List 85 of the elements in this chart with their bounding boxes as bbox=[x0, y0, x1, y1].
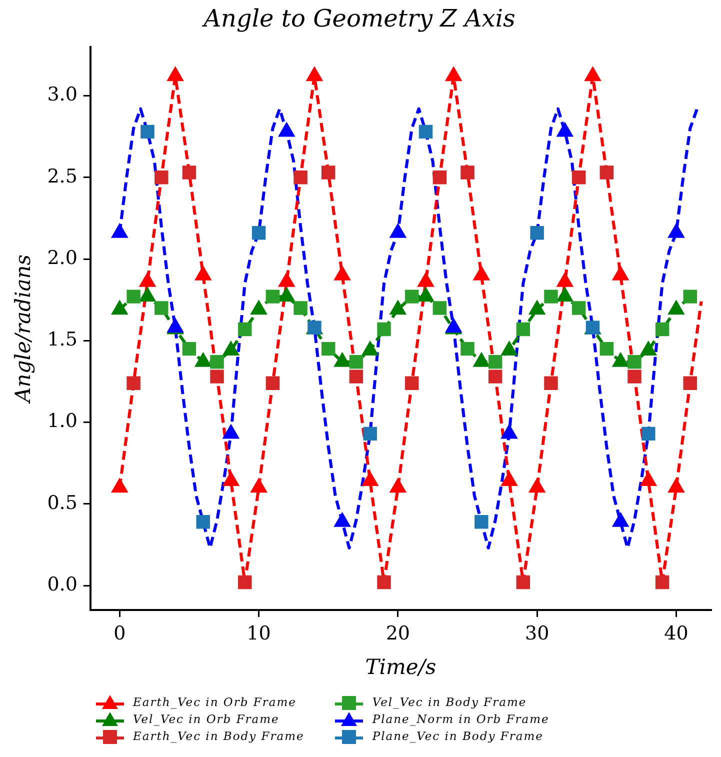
point bbox=[238, 322, 252, 336]
point bbox=[628, 355, 642, 369]
point bbox=[266, 290, 280, 304]
point bbox=[194, 266, 212, 280]
point bbox=[404, 376, 419, 390]
legend-label: Plane_Norm in Orb Frame bbox=[372, 712, 550, 726]
point bbox=[488, 355, 502, 369]
point bbox=[683, 290, 697, 304]
point bbox=[250, 300, 268, 315]
point bbox=[154, 301, 168, 315]
point bbox=[474, 514, 488, 529]
point bbox=[334, 266, 351, 280]
point bbox=[294, 301, 308, 315]
point bbox=[572, 301, 586, 315]
point bbox=[126, 290, 140, 304]
y-axis-title: Angle/radians bbox=[11, 254, 36, 404]
point bbox=[306, 66, 323, 82]
point bbox=[417, 287, 434, 302]
y-tick-label: 1.0 bbox=[47, 410, 78, 432]
point bbox=[238, 575, 252, 590]
x-tick-label: 0 bbox=[114, 622, 126, 644]
point bbox=[432, 301, 447, 315]
point bbox=[473, 266, 490, 280]
point bbox=[488, 370, 502, 384]
point bbox=[196, 514, 210, 529]
point bbox=[528, 300, 546, 315]
y-tick-label: 0.5 bbox=[47, 492, 78, 514]
point bbox=[655, 322, 670, 336]
point bbox=[349, 370, 364, 384]
y-tick-label: 1.5 bbox=[47, 328, 78, 351]
point bbox=[278, 122, 295, 137]
point bbox=[111, 300, 128, 315]
y-tick-label: 0.0 bbox=[47, 573, 78, 596]
legend-label: Plane_Vec in Body Frame bbox=[372, 728, 544, 742]
point bbox=[390, 223, 406, 238]
point bbox=[111, 223, 128, 238]
point bbox=[445, 66, 462, 82]
point bbox=[628, 370, 642, 384]
point bbox=[556, 122, 574, 137]
legend-label: Earth_Vec in Orb Frame bbox=[133, 694, 296, 708]
point bbox=[544, 376, 558, 390]
x-tick-label: 30 bbox=[524, 622, 550, 644]
legend-label: Earth_Vec in Body Frame bbox=[133, 728, 304, 742]
point bbox=[544, 290, 558, 304]
point bbox=[377, 575, 391, 590]
point bbox=[642, 426, 656, 441]
point bbox=[516, 322, 530, 336]
point bbox=[404, 290, 419, 304]
point bbox=[210, 355, 224, 369]
point bbox=[321, 342, 336, 356]
point bbox=[363, 426, 377, 441]
point bbox=[182, 342, 196, 356]
point bbox=[139, 287, 156, 302]
point bbox=[390, 300, 406, 315]
point bbox=[516, 575, 530, 590]
point bbox=[668, 223, 685, 238]
point bbox=[417, 272, 434, 287]
y-tick-label: 3.0 bbox=[47, 84, 78, 106]
point bbox=[655, 575, 670, 590]
y-tick-label: 2.5 bbox=[47, 165, 78, 188]
point bbox=[556, 287, 574, 302]
point bbox=[278, 287, 295, 302]
point bbox=[210, 370, 224, 384]
point bbox=[278, 272, 295, 287]
point bbox=[584, 66, 602, 82]
legend-label: Vel_Vec in Orb Frame bbox=[133, 712, 280, 726]
point bbox=[126, 376, 140, 390]
point bbox=[349, 355, 364, 369]
legend-label: Vel_Vec in Body Frame bbox=[372, 694, 527, 708]
point bbox=[266, 376, 280, 390]
point bbox=[612, 266, 629, 280]
x-tick-label: 40 bbox=[664, 622, 688, 644]
x-tick-label: 20 bbox=[386, 622, 410, 644]
point bbox=[377, 322, 391, 336]
point bbox=[600, 342, 614, 356]
point bbox=[167, 66, 184, 82]
point bbox=[683, 376, 697, 390]
x-axis-title: Time/s bbox=[365, 654, 436, 679]
point bbox=[139, 272, 156, 287]
chart-title: Angle to Geometry Z Axis bbox=[202, 4, 516, 33]
point bbox=[668, 300, 685, 315]
y-tick-label: 2.0 bbox=[47, 246, 78, 269]
point bbox=[460, 342, 474, 356]
x-tick-label: 10 bbox=[246, 622, 271, 644]
point bbox=[556, 272, 574, 287]
